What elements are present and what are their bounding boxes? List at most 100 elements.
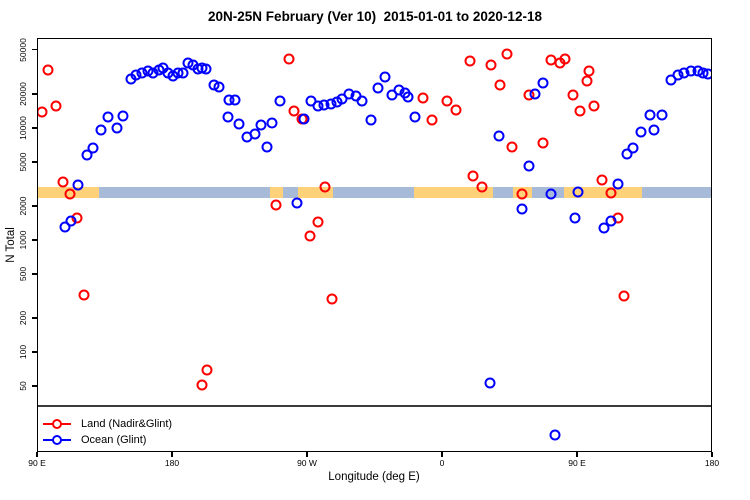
land-point xyxy=(581,75,593,87)
ocean-point xyxy=(379,71,391,83)
ocean-point xyxy=(621,148,633,160)
ocean-point xyxy=(598,222,610,234)
ocean-point xyxy=(656,109,668,121)
land-point xyxy=(516,188,528,200)
ocean-marker-icon xyxy=(43,435,71,446)
x-tick-label: 180 xyxy=(164,458,180,468)
ocean-point xyxy=(229,94,241,106)
y-axis-title: N Total xyxy=(5,227,17,263)
y-axis-tick xyxy=(32,160,37,163)
y-axis-tick xyxy=(32,384,37,387)
ocean-point xyxy=(87,142,99,154)
x-tick-label: 90 E xyxy=(28,458,46,468)
land-point xyxy=(464,55,476,67)
land-point xyxy=(57,176,69,188)
land-marker-icon xyxy=(43,419,71,430)
ocean-point xyxy=(549,429,561,441)
land-point xyxy=(506,141,518,153)
y-tick-label: 20000 xyxy=(18,82,28,107)
ocean-point xyxy=(222,111,234,123)
y-axis-tick xyxy=(32,205,37,208)
land-point xyxy=(485,59,497,71)
y-tick-label: 500 xyxy=(18,266,28,281)
land-point xyxy=(319,181,331,193)
ocean-point xyxy=(261,141,273,153)
chart-title: 20N-25N February (Ver 10) 2015-01-01 to … xyxy=(208,9,542,24)
y-axis-tick xyxy=(32,93,37,96)
x-axis-tick xyxy=(36,452,38,457)
x-axis-tick xyxy=(576,452,578,457)
y-axis-tick xyxy=(32,127,37,129)
ocean-point xyxy=(72,179,84,191)
land-point xyxy=(288,105,299,117)
land-point xyxy=(467,170,479,182)
land-point xyxy=(42,64,54,76)
land-point xyxy=(50,100,62,112)
x-tick-label: 90 E xyxy=(568,458,586,468)
land-point xyxy=(417,92,429,104)
ocean-point xyxy=(523,160,535,172)
land-point xyxy=(78,289,90,301)
legend-item-ocean: Ocean (Glint) xyxy=(43,432,172,448)
x-axis-tick xyxy=(441,452,443,457)
ocean-point xyxy=(233,118,245,130)
ocean-point xyxy=(493,130,505,142)
x-tick-label: 90 W xyxy=(297,458,317,468)
y-axis-tick xyxy=(32,317,37,320)
ocean-point xyxy=(95,124,107,136)
ocean-point xyxy=(213,81,225,93)
y-tick-label: 1000 xyxy=(18,230,28,250)
ocean-point xyxy=(102,111,114,123)
land-band-segment xyxy=(269,187,283,199)
land-point xyxy=(476,181,488,193)
ocean-band xyxy=(37,187,712,199)
land-point xyxy=(559,53,571,65)
y-tick-label: 2000 xyxy=(18,196,28,216)
ocean-point xyxy=(702,68,712,80)
land-band-segment xyxy=(298,187,333,199)
ocean-point xyxy=(635,126,647,138)
ocean-point xyxy=(612,178,623,190)
land-point xyxy=(605,187,617,199)
legend-label-ocean: Ocean (Glint) xyxy=(81,434,147,446)
ocean-point xyxy=(529,88,541,100)
ocean-point xyxy=(81,149,93,161)
land-point xyxy=(426,114,438,126)
ocean-point xyxy=(274,95,286,107)
x-axis-tick xyxy=(711,452,713,457)
plot-area: Land (Nadir&Glint) Ocean (Glint) xyxy=(37,38,712,452)
ocean-point xyxy=(59,221,71,233)
y-tick-label: 200 xyxy=(18,311,28,326)
ocean-point xyxy=(111,122,122,134)
ocean-point xyxy=(605,215,617,227)
land-point xyxy=(596,174,608,186)
ocean-point xyxy=(484,377,496,389)
ocean-point xyxy=(356,95,368,107)
land-point xyxy=(283,53,295,65)
ocean-point xyxy=(266,117,278,129)
ocean-point xyxy=(177,67,189,79)
land-band-segment xyxy=(563,187,642,199)
ocean-point xyxy=(200,63,212,75)
land-point xyxy=(441,95,453,107)
land-point xyxy=(494,79,506,91)
ocean-point xyxy=(572,186,584,198)
ocean-point xyxy=(372,82,384,94)
land-point xyxy=(304,230,316,242)
land-point xyxy=(64,188,76,200)
y-tick-label: 50000 xyxy=(18,37,28,62)
y-axis-tick xyxy=(32,351,37,353)
ocean-point xyxy=(249,128,261,140)
ocean-point xyxy=(569,212,581,224)
legend-item-land: Land (Nadir&Glint) xyxy=(43,416,172,432)
land-point xyxy=(326,293,338,305)
y-tick-label: 5000 xyxy=(18,152,28,172)
land-point xyxy=(312,216,324,228)
land-point xyxy=(196,379,208,391)
ocean-point xyxy=(298,113,310,125)
ocean-point xyxy=(255,119,267,131)
threshold-line xyxy=(37,405,712,407)
y-tick-label: 50 xyxy=(18,380,28,391)
land-point xyxy=(567,89,579,101)
